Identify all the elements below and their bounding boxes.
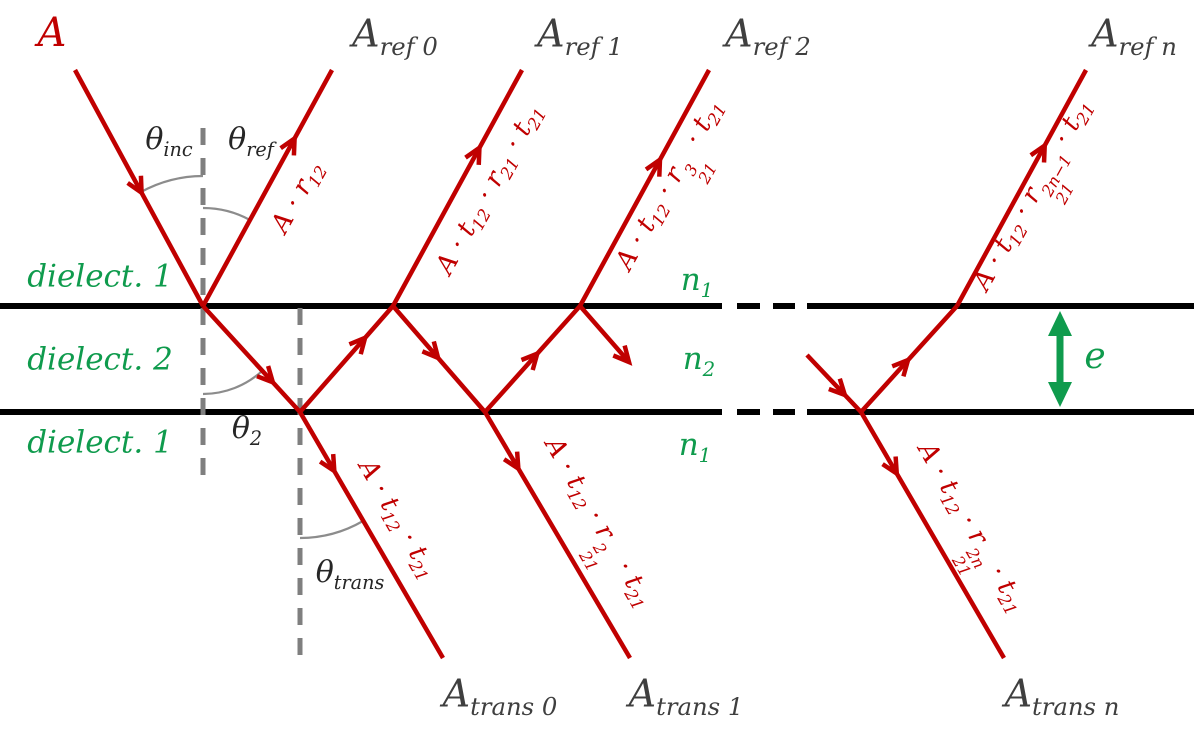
ray-slab-in-right-arrowhead	[828, 377, 849, 399]
ray-reflected-0-arrowhead	[279, 133, 298, 156]
thickness-label: e	[1084, 336, 1106, 377]
ray-reflected-n-arrowhead	[1029, 141, 1048, 163]
ray-reflected-1-arrowhead	[464, 143, 482, 165]
index-label-n1-top: n1	[680, 262, 714, 303]
ray-slab-up-right-arrowhead	[891, 356, 912, 378]
ray-reflected-n	[955, 68, 1088, 308]
ray-incident-arrowhead	[126, 175, 144, 198]
ray-slab-down-1-arrowhead	[421, 340, 442, 362]
ray-slab-up-2	[483, 304, 582, 414]
ray-reflected-2	[578, 68, 711, 308]
ray-transmitted-n-arrowhead	[881, 456, 900, 478]
ray-slab-down-cut	[578, 304, 631, 364]
reflected-amplitude-label-n: Aref n	[1091, 11, 1177, 62]
ray-slab-up-1	[298, 304, 395, 414]
ray-incident	[73, 68, 205, 308]
angle-reflection-label: θref	[228, 122, 274, 161]
ray-reflected-1	[391, 68, 524, 308]
ray-slab-down-cut-arrowhead	[612, 344, 633, 366]
angle-arc-incidence	[140, 174, 204, 193]
reflected-amplitude-label-2: Aref 2	[725, 11, 811, 62]
thickness-arrow-head-up	[1048, 311, 1072, 336]
angle-arc-reflection	[202, 206, 251, 221]
index-label-n1-bottom: n1	[678, 427, 712, 468]
ray-slab-in-right	[805, 353, 863, 414]
ray-slab-up-2-arrowhead	[520, 349, 541, 371]
ray-refracted-inside	[201, 304, 302, 414]
medium-label-dielect1-top: dielect. 1	[27, 258, 173, 295]
ray-transmitted-1	[483, 410, 632, 660]
ray-slab-up-1-arrowhead	[348, 333, 369, 355]
angle-transmission-label: θtrans	[315, 555, 385, 594]
reflected-amplitude-label-1: Aref 1	[537, 11, 623, 62]
angle-incidence-label: θinc	[145, 122, 193, 161]
ray-transmitted-0-arrowhead	[318, 453, 337, 476]
ray-transmitted-0	[298, 410, 445, 660]
angle-refraction-label: θ2	[231, 411, 263, 450]
transmitted-amplitude-label-n: Atrans n	[1004, 671, 1120, 722]
angle-arc-transmission	[299, 520, 364, 540]
medium-label-dielect1-bottom: dielect. 1	[27, 424, 173, 461]
index-label-n2: n2	[682, 341, 716, 382]
ray-refracted-inside-arrowhead	[256, 365, 277, 387]
ray-reflected-2-arrowhead	[644, 155, 663, 177]
incident-amplitude-label: A	[37, 10, 67, 56]
ray-reflected-0	[201, 68, 334, 308]
thickness-arrow-head-down	[1048, 382, 1072, 407]
transmitted-amplitude-label-1: Atrans 1	[628, 671, 744, 722]
ray-transmitted-n	[859, 410, 1006, 660]
medium-label-dielect2: dielect. 2	[27, 341, 173, 378]
angle-arc-refraction	[202, 370, 263, 396]
ray-transmitted-1-arrowhead	[502, 451, 521, 473]
reflected-amplitude-label-0: Aref 0	[352, 11, 438, 62]
transmitted-amplitude-label-0: Atrans 0	[442, 671, 558, 722]
